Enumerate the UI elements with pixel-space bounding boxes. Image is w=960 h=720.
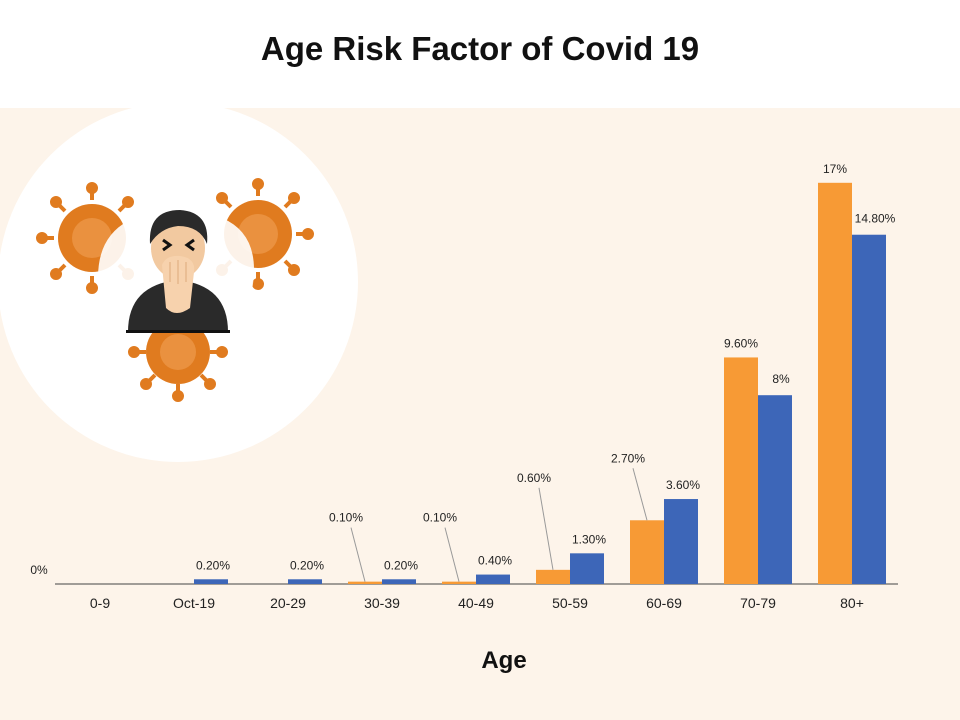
data-label: 17% [823, 162, 847, 176]
data-label: 8% [772, 372, 790, 386]
data-label-leader-line [538, 487, 554, 570]
data-label-leader-line [632, 468, 648, 521]
data-label: 0.20% [290, 558, 324, 572]
bar-series-2 [664, 499, 698, 584]
x-axis-title: Age [481, 647, 526, 674]
chart-title: Age Risk Factor of Covid 19 [260, 30, 700, 67]
virus-bottom-icon [128, 320, 228, 402]
bar-series-2 [476, 574, 510, 584]
x-tick-label: 40-49 [458, 595, 494, 611]
data-label-leader-line [444, 527, 460, 582]
bar-series-1 [818, 182, 852, 585]
bar-series-1 [536, 569, 570, 584]
data-label: 0.40% [478, 554, 512, 568]
bar-series-2 [382, 579, 416, 584]
data-label: 0.20% [196, 558, 230, 572]
x-tick-label: 20-29 [270, 595, 306, 611]
bar-series-2 [288, 579, 322, 584]
bar-series-2 [570, 553, 604, 584]
data-label: 1.30% [572, 532, 606, 546]
x-tick-label: 70-79 [740, 595, 776, 611]
data-label: 14.80% [855, 212, 896, 226]
data-label: 0.10% [423, 511, 457, 525]
x-tick-label: 60-69 [646, 595, 682, 611]
bar-series-2 [194, 579, 228, 584]
x-tick-label: 0-9 [90, 595, 110, 611]
data-label-leader-line [350, 527, 366, 582]
bar-series-1 [630, 520, 664, 584]
data-label: 3.60% [666, 478, 700, 492]
bar-series-2 [852, 234, 886, 584]
data-label: 2.70% [611, 451, 645, 465]
data-label: 0% [30, 563, 48, 577]
x-tick-label: 30-39 [364, 595, 400, 611]
data-label: 0.60% [517, 471, 551, 485]
bar-series-1 [442, 581, 476, 584]
data-label: 0.20% [384, 558, 418, 572]
bar-series-1 [724, 357, 758, 584]
bar-series-2 [758, 395, 792, 584]
x-tick-label: 50-59 [552, 595, 588, 611]
x-tick-label: Oct-19 [173, 595, 215, 611]
data-label: 0.10% [329, 511, 363, 525]
bar-series-1 [348, 581, 382, 584]
data-label: 9.60% [724, 336, 758, 350]
x-tick-label: 80+ [840, 595, 864, 611]
